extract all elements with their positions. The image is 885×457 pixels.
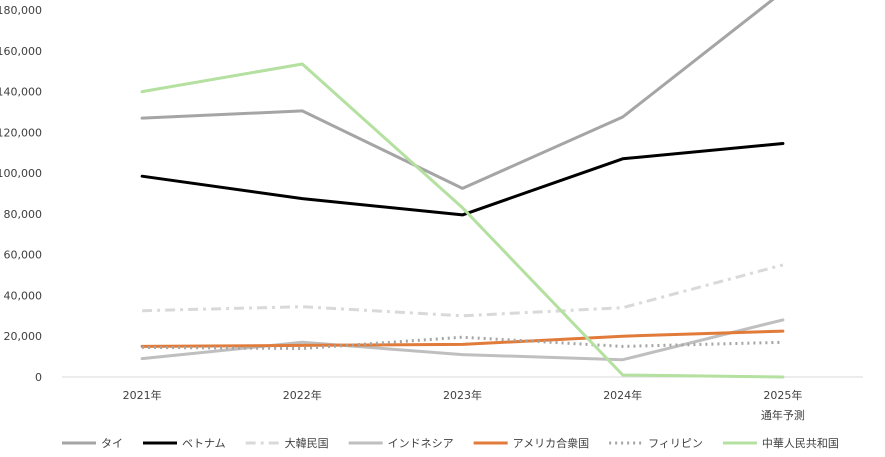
y-tick-label: 0 [35,371,42,384]
legend-label: 中華人民共和国 [762,437,839,450]
series-line [140,318,785,362]
legend-label: アメリカ合衆国 [513,436,589,450]
x-tick-label: 2025年 [763,388,802,402]
y-tick-label: 40,000 [4,289,43,302]
series-line [140,0,775,190]
series-line [142,263,784,318]
x-tick-label: 2023年 [443,388,482,402]
x-tick-sublabel: 通年予測 [761,408,805,422]
y-tick-label: 180,000 [0,4,42,17]
legend-label: ベトナム [182,437,226,450]
y-tick-label: 160,000 [0,45,42,58]
series-line [140,62,785,379]
x-tick-label: 2021年 [123,388,162,402]
y-tick-label: 60,000 [4,249,43,262]
series-line [142,335,783,350]
legend-label: フィリピン [648,437,703,450]
legend-label: インドネシア [388,437,454,450]
y-tick-label: 120,000 [0,126,42,139]
y-tick-label: 20,000 [4,330,43,343]
legend-label: 大韓民国 [285,436,329,450]
y-tick-label: 140,000 [0,86,42,99]
series-line [140,142,785,217]
x-tick-label: 2022年 [283,388,322,402]
y-tick-label: 100,000 [0,167,42,180]
x-tick-label: 2024年 [603,388,642,402]
legend-label: タイ [101,437,123,450]
series-line [140,329,785,348]
y-axis-ticks: 0 20,000 40,000 60,000 80,000 100,000 120,000 1… [0,4,42,384]
series-lines [140,0,785,379]
legend: タイ ベトナム 大韓民国 インドネシア アメリカ合衆国 フィリピン 中華人民共和国 [62,436,839,450]
y-tick-label: 80,000 [4,208,43,221]
